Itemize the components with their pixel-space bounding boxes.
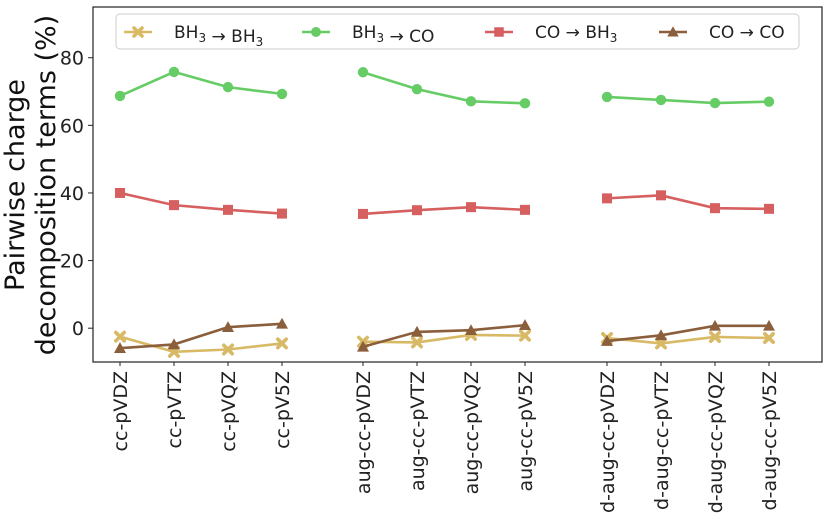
legend-label: BH3 → CO [352,23,434,47]
series-line [606,194,770,211]
series-1 [114,328,775,358]
data-point [710,203,720,214]
legend-entry: CO → CO [659,23,785,43]
data-point [763,331,775,344]
data-point [764,203,774,214]
legend-label: CO → CO [709,23,785,43]
series-line [606,95,770,105]
data-point [276,317,288,329]
x-tick-label: cc-pVTZ [164,371,186,448]
data-point [114,90,126,102]
data-point [114,342,126,353]
x-tick-label: aug-cc-pVDZ [353,371,375,494]
y-axis-title-line-1: Pairwise charge [0,79,31,291]
series-line [362,333,526,344]
data-point [168,66,180,78]
data-point [411,83,423,95]
data-point [601,335,613,346]
series-line [119,70,283,98]
data-point [519,329,531,342]
series-line [362,205,526,216]
series-line [362,323,526,349]
x-tick-label: aug-cc-pV5Z [515,371,537,492]
y-tick-label: 0 [72,318,84,340]
data-point [222,343,234,356]
x-tick-label: aug-cc-pVTZ [407,371,429,491]
data-point [656,190,666,201]
data-point [763,96,775,107]
data-point [222,321,234,332]
data-point [223,204,233,215]
data-point [132,26,144,38]
data-point [222,81,234,93]
data-point [519,98,531,109]
series-3 [115,187,774,219]
x-tick-label: d-aug-cc-pVDZ [597,371,619,513]
x-tick-label: aug-cc-pVQZ [461,371,483,494]
data-point [519,319,531,330]
legend-label: CO → BH3 [535,23,617,45]
series-line [119,191,283,215]
legend: BH3 → BH3 BH3 → CO CO → BH3 CO → CO [115,13,800,50]
data-point [763,319,775,331]
x-tick-label: cc-pVQZ [218,371,240,452]
data-point [277,208,287,219]
data-point [411,336,423,349]
series-layer [114,66,775,358]
legend-entry: BH3 → BH3 [124,23,263,49]
legend-box [115,13,800,50]
y-tick-label: 80 [60,48,84,70]
data-point [466,202,476,213]
x-tick-label: d-aug-cc-pVTZ [651,371,673,510]
data-point [411,325,423,337]
data-point [412,205,422,216]
legend-entry: CO → BH3 [485,23,617,45]
data-point [357,340,369,352]
y-tick-label: 20 [60,251,84,273]
data-point [311,27,321,37]
legend-entry: BH3 → CO [302,23,434,47]
data-point [520,204,530,215]
data-point [655,337,667,350]
data-point [655,329,667,341]
data-point [276,88,288,100]
data-point [602,193,612,204]
legend-label: BH3 → BH3 [174,23,263,49]
x-tick-label: d-aug-cc-pV5Z [759,371,781,510]
data-point [168,338,180,350]
data-point [357,67,369,78]
x-axis: cc-pVDZ cc-pVTZ cc-pVQZ cc-pV5Z aug-cc-pVDZ a… [110,362,781,513]
data-point [494,27,504,37]
plot-frame [92,6,823,363]
data-point [276,337,288,350]
series-line [119,335,283,354]
data-point [709,330,721,343]
data-point [358,208,368,219]
x-tick-label: d-aug-cc-pVQZ [705,371,727,513]
data-point [115,187,125,198]
series-line [606,324,769,343]
data-point [601,91,613,103]
y-axis-title-line-2: decomposition terms (%) [31,15,62,355]
y-axis: 0 20 40 60 80 [60,48,93,340]
data-point [709,319,721,331]
x-tick-label: cc-pVDZ [110,371,132,451]
data-point [114,330,126,343]
data-point [655,94,667,106]
data-point [465,96,477,107]
data-point [667,26,679,37]
series-line [362,71,526,105]
data-point [465,324,477,336]
data-point [169,200,179,211]
series-4 [114,317,775,353]
y-tick-label: 40 [60,183,84,205]
y-tick-label: 60 [60,115,84,137]
series-line [606,335,770,345]
series-2 [114,66,775,109]
data-point [709,97,721,109]
series-line [119,322,283,350]
x-tick-label: cc-pV5Z [272,371,294,449]
